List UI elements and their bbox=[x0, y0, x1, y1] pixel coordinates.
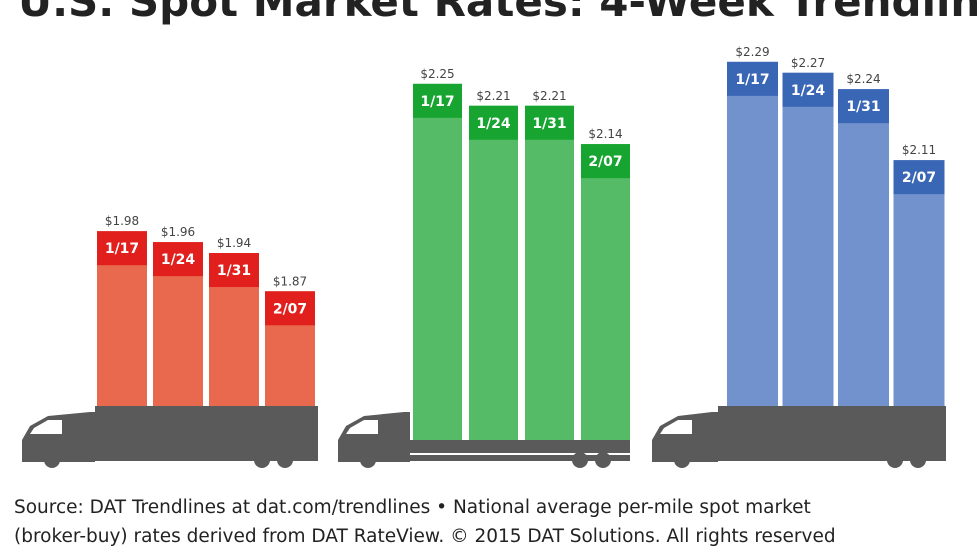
x-tick-label: 1/31 bbox=[846, 99, 880, 115]
date-box bbox=[581, 144, 630, 179]
x-tick-label: 1/31 bbox=[532, 116, 566, 132]
value-label: $2.29 bbox=[735, 45, 769, 59]
bar bbox=[581, 144, 630, 440]
date-box bbox=[893, 160, 945, 195]
date-box bbox=[469, 105, 518, 140]
bar bbox=[413, 83, 462, 440]
value-label: $1.87 bbox=[273, 274, 307, 288]
date-box bbox=[782, 72, 834, 107]
bar bbox=[893, 160, 945, 406]
value-label: $2.27 bbox=[791, 56, 825, 70]
value-label: $1.96 bbox=[161, 225, 195, 239]
value-label: $2.14 bbox=[588, 127, 622, 141]
date-box bbox=[525, 105, 574, 140]
date-box bbox=[153, 242, 203, 277]
date-box bbox=[209, 253, 259, 288]
value-label: $1.94 bbox=[217, 236, 251, 250]
x-tick-label: 2/07 bbox=[273, 301, 307, 317]
bar bbox=[469, 105, 518, 441]
date-box bbox=[727, 61, 778, 96]
chart-title: U.S. Spot Market Rates: 4-Week Trendline… bbox=[18, 0, 980, 26]
x-tick-label: 2/07 bbox=[588, 154, 622, 170]
truck-van-red bbox=[22, 406, 318, 468]
truck-reefer-blue bbox=[652, 406, 946, 468]
truck-flatbed-green bbox=[338, 412, 630, 468]
bar bbox=[782, 72, 834, 406]
x-tick-label: 2/07 bbox=[902, 170, 936, 186]
date-box bbox=[97, 231, 147, 266]
bar bbox=[838, 89, 889, 406]
x-tick-label: 1/17 bbox=[105, 241, 139, 257]
bar bbox=[727, 61, 778, 407]
value-label: $2.21 bbox=[476, 89, 510, 103]
x-tick-label: 1/17 bbox=[420, 94, 454, 110]
date-box bbox=[265, 291, 315, 326]
x-tick-label: 1/31 bbox=[217, 263, 251, 279]
bar bbox=[525, 105, 574, 441]
value-label: $2.11 bbox=[902, 143, 936, 157]
source-line: Source: DAT Trendlines at dat.com/trendl… bbox=[14, 497, 811, 518]
source-line: (broker-buy) rates derived from DAT Rate… bbox=[14, 526, 836, 547]
date-box bbox=[413, 83, 462, 118]
x-tick-label: 1/24 bbox=[476, 116, 511, 132]
x-tick-label: 1/24 bbox=[791, 83, 826, 99]
x-tick-label: 1/24 bbox=[161, 252, 196, 268]
x-tick-label: 1/17 bbox=[735, 72, 769, 88]
date-box bbox=[838, 89, 889, 124]
value-label: $2.25 bbox=[420, 67, 454, 81]
value-label: $2.24 bbox=[846, 72, 880, 86]
value-label: $1.98 bbox=[105, 214, 139, 228]
value-label: $2.21 bbox=[532, 89, 566, 103]
